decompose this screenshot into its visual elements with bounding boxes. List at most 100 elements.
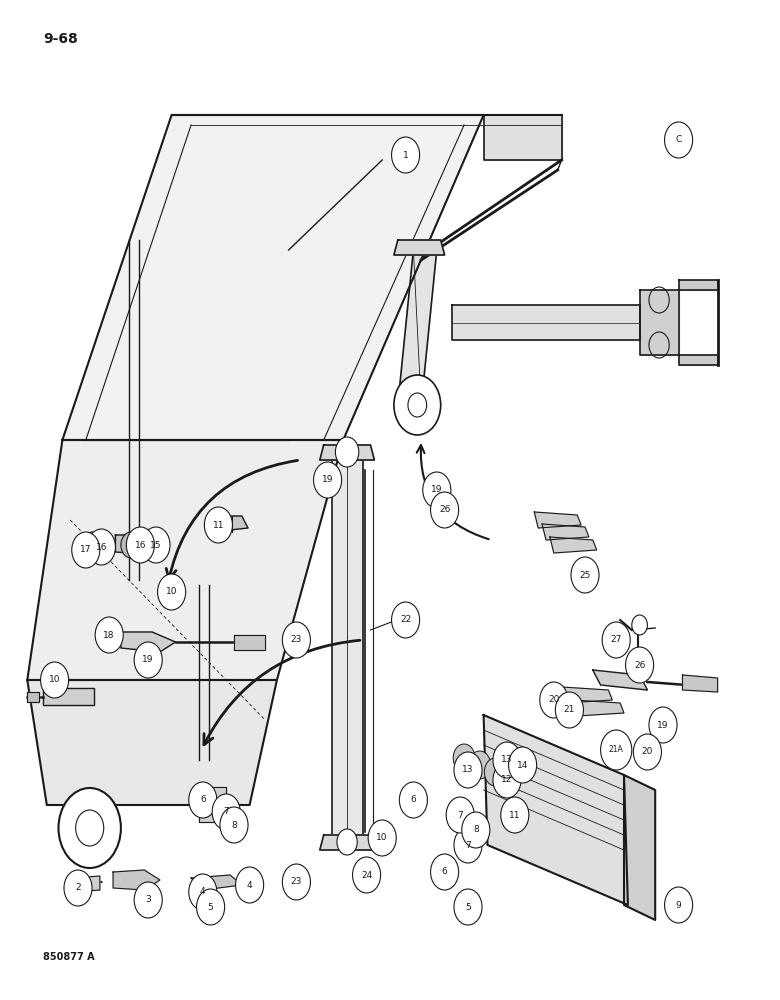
- Circle shape: [197, 889, 225, 925]
- Circle shape: [431, 492, 459, 528]
- Circle shape: [555, 692, 583, 728]
- Text: 11: 11: [213, 520, 224, 530]
- Circle shape: [72, 532, 100, 568]
- Circle shape: [392, 602, 420, 638]
- Circle shape: [453, 744, 475, 772]
- Circle shape: [392, 137, 420, 173]
- Circle shape: [394, 375, 441, 435]
- Polygon shape: [484, 115, 562, 160]
- Circle shape: [454, 827, 482, 863]
- Circle shape: [58, 788, 121, 868]
- Polygon shape: [27, 692, 39, 702]
- Circle shape: [462, 812, 490, 848]
- Circle shape: [509, 747, 537, 783]
- Circle shape: [126, 527, 154, 563]
- Polygon shape: [320, 835, 374, 850]
- Text: 6: 6: [200, 796, 206, 804]
- Text: 850877 A: 850877 A: [43, 952, 94, 962]
- Text: 19: 19: [143, 656, 154, 664]
- Text: 19: 19: [658, 720, 668, 730]
- Circle shape: [314, 462, 342, 498]
- Text: 16: 16: [96, 542, 107, 552]
- Circle shape: [212, 794, 240, 830]
- Circle shape: [602, 622, 630, 658]
- Circle shape: [601, 730, 632, 770]
- Text: 20: 20: [548, 696, 559, 704]
- Text: 10: 10: [377, 834, 388, 842]
- Polygon shape: [199, 798, 226, 810]
- Text: 24: 24: [361, 870, 372, 880]
- Polygon shape: [640, 290, 679, 355]
- Polygon shape: [113, 870, 160, 890]
- Text: 6: 6: [441, 867, 448, 876]
- Polygon shape: [542, 524, 589, 540]
- Text: 4: 4: [246, 880, 253, 890]
- Text: 7: 7: [457, 810, 463, 820]
- Polygon shape: [27, 440, 343, 680]
- Circle shape: [665, 122, 693, 158]
- Text: 8: 8: [231, 820, 237, 830]
- Circle shape: [95, 617, 123, 653]
- Text: 17: 17: [80, 546, 91, 554]
- Circle shape: [204, 507, 232, 543]
- Circle shape: [633, 734, 661, 770]
- Text: 12: 12: [502, 776, 512, 784]
- Circle shape: [189, 874, 217, 910]
- Text: 8: 8: [473, 826, 479, 834]
- Text: 16: 16: [135, 540, 146, 550]
- Text: 19: 19: [431, 486, 442, 494]
- Text: 22: 22: [400, 615, 411, 624]
- Circle shape: [454, 889, 482, 925]
- Text: C: C: [675, 135, 682, 144]
- Text: 9-68: 9-68: [43, 32, 78, 46]
- Circle shape: [337, 829, 357, 855]
- Circle shape: [353, 857, 381, 893]
- Circle shape: [493, 762, 521, 798]
- Text: 11: 11: [509, 810, 520, 820]
- Polygon shape: [207, 516, 248, 532]
- Circle shape: [632, 650, 647, 670]
- Text: 3: 3: [145, 896, 151, 904]
- Polygon shape: [320, 445, 374, 460]
- Text: 5: 5: [207, 902, 214, 912]
- Circle shape: [431, 854, 459, 890]
- Circle shape: [649, 707, 677, 743]
- Text: 7: 7: [223, 808, 229, 816]
- Text: 20: 20: [642, 748, 653, 756]
- Text: 27: 27: [611, 636, 622, 645]
- Polygon shape: [43, 688, 94, 705]
- Polygon shape: [573, 700, 624, 716]
- Polygon shape: [679, 280, 718, 290]
- Polygon shape: [484, 715, 628, 905]
- Text: 26: 26: [439, 506, 450, 514]
- Circle shape: [134, 642, 162, 678]
- Text: 6: 6: [410, 796, 417, 804]
- Circle shape: [632, 615, 647, 635]
- Text: 13: 13: [463, 766, 473, 774]
- Polygon shape: [624, 775, 655, 920]
- Circle shape: [454, 752, 482, 788]
- Polygon shape: [682, 675, 718, 692]
- Circle shape: [501, 797, 529, 833]
- Text: 21: 21: [564, 706, 575, 714]
- Circle shape: [87, 529, 115, 565]
- Polygon shape: [74, 876, 100, 892]
- Text: 10: 10: [166, 587, 177, 596]
- Polygon shape: [62, 115, 484, 440]
- Circle shape: [142, 527, 170, 563]
- Text: 14: 14: [517, 760, 528, 770]
- Text: 25: 25: [580, 570, 590, 580]
- Circle shape: [423, 472, 451, 508]
- Text: 15: 15: [151, 540, 161, 550]
- Polygon shape: [534, 512, 581, 528]
- Circle shape: [469, 751, 491, 779]
- Text: 9: 9: [675, 900, 682, 910]
- Text: 19: 19: [322, 476, 333, 485]
- Polygon shape: [27, 680, 277, 805]
- Text: 1: 1: [402, 150, 409, 159]
- Text: 23: 23: [291, 636, 302, 645]
- Text: 2: 2: [75, 884, 81, 892]
- Circle shape: [368, 820, 396, 856]
- Text: 18: 18: [104, 631, 115, 640]
- Polygon shape: [332, 460, 363, 845]
